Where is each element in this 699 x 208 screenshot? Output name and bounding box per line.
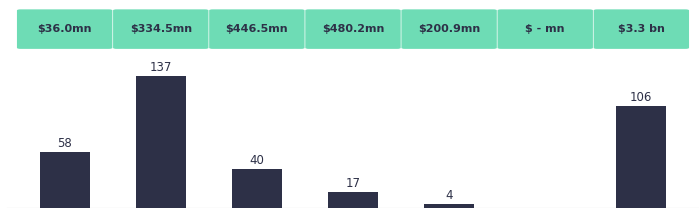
Text: $480.2mn: $480.2mn	[322, 24, 384, 34]
Text: 106: 106	[630, 91, 653, 104]
Text: $ - mn: $ - mn	[526, 24, 565, 34]
Text: $200.9mn: $200.9mn	[418, 24, 480, 34]
Bar	[232, 169, 282, 208]
Text: 40: 40	[250, 154, 264, 167]
Text: 58: 58	[57, 137, 72, 150]
Text: 4: 4	[445, 189, 453, 202]
Text: $36.0mn: $36.0mn	[38, 24, 92, 34]
Text: $446.5mn: $446.5mn	[226, 24, 288, 34]
Text: $334.5mn: $334.5mn	[130, 24, 192, 34]
Bar	[136, 76, 186, 208]
Bar	[40, 152, 89, 208]
Bar	[424, 204, 474, 208]
Bar	[328, 192, 378, 208]
Text: 137: 137	[150, 61, 172, 74]
Text: $3.3 bn: $3.3 bn	[618, 24, 665, 34]
Text: 17: 17	[345, 177, 361, 190]
Bar	[617, 106, 666, 208]
